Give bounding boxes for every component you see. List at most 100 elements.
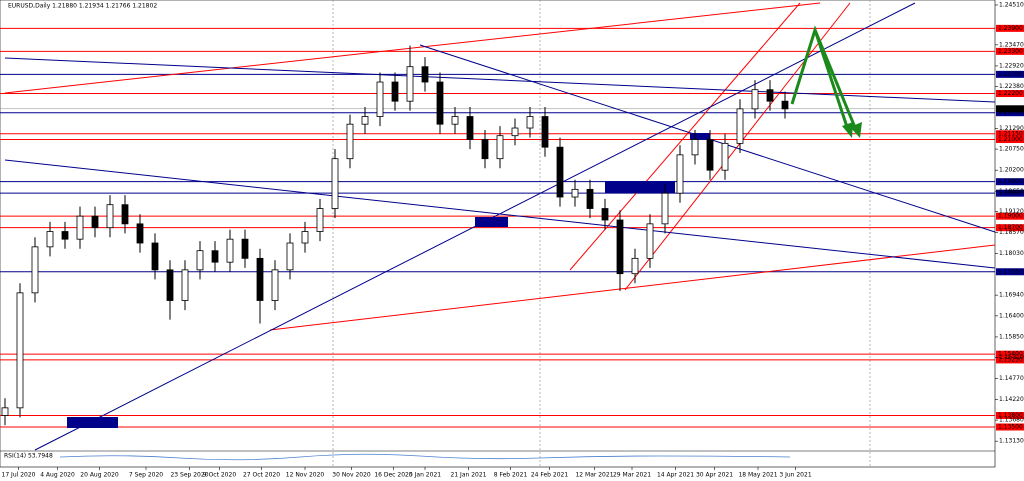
candle-body	[616, 219, 624, 275]
candle-body	[136, 223, 144, 244]
candle-body	[661, 192, 669, 225]
level-label: 1.21150	[998, 130, 1023, 137]
candle-body	[16, 292, 24, 409]
x-tick-label: 29 Mar 2021	[613, 472, 651, 479]
candle-body	[646, 223, 654, 259]
candle-body	[301, 231, 309, 244]
x-tick-label: 14 Apr 2021	[657, 472, 694, 479]
level-tag	[996, 130, 1024, 138]
y-tick-label: 1.16400	[999, 312, 1024, 319]
level-tag	[996, 109, 1024, 117]
y-tick-label: 1.20750	[999, 146, 1024, 153]
candle-body	[541, 116, 549, 148]
period-separators	[332, 0, 871, 467]
x-tick-label: 24 Feb 2021	[531, 472, 569, 479]
chart-title: EURUSD,Daily 1.21880 1.21934 1.21766 1.2…	[8, 3, 157, 10]
candle-body	[691, 139, 699, 156]
level-label: 1.15250	[998, 356, 1023, 363]
x-tick-label: 27 Oct 2020	[243, 472, 280, 479]
y-tick-label: 1.20200	[999, 167, 1024, 174]
level-label: 1.15400	[998, 351, 1023, 358]
x-tick-label: 18 May 2021	[738, 472, 777, 479]
level-label: 1.21000	[998, 136, 1023, 143]
candle-body	[181, 269, 189, 301]
y-tick-label: 1.19120	[999, 208, 1024, 215]
level-label: 1.17550	[998, 268, 1023, 275]
level-label: 1.19900	[998, 178, 1023, 185]
candle-body	[211, 250, 219, 263]
levels: 1.23900 1.23300 1.22700 1.22200 1.21700 1.211…	[0, 24, 1024, 431]
level-tag	[996, 189, 1024, 197]
indicator-line	[59, 453, 791, 461]
level-label: 1.19600	[998, 190, 1023, 197]
x-tick-label: 3 Jun 2021	[779, 472, 811, 479]
y-tick-label: 1.15310	[999, 354, 1024, 361]
x-tick-label: 7 Sep 2020	[129, 472, 163, 479]
y-tick-label: 1.21290	[999, 125, 1024, 132]
candle-body	[766, 89, 774, 102]
candle-body	[736, 108, 744, 144]
candle-body	[721, 142, 729, 171]
y-tick-label: 1.15850	[999, 333, 1024, 340]
candle-body	[286, 242, 294, 271]
candle-body	[676, 154, 684, 194]
x-tick-label: 23 Sep 2020	[170, 472, 208, 479]
y-tick-label: 1.22380	[999, 83, 1024, 90]
level-label: 1.23300	[998, 48, 1023, 55]
indicator-title: RSI(14) 53.7948	[4, 453, 53, 460]
x-tick-label: 12 Nov 2020	[286, 472, 325, 479]
candle-body	[271, 269, 279, 301]
level-label: 1.21700	[998, 109, 1023, 116]
level-label: 1.19000	[998, 213, 1023, 220]
level-tag	[996, 24, 1024, 32]
y-tick-label: 1.18030	[999, 250, 1024, 257]
candle-body	[106, 204, 114, 229]
candle-body	[481, 139, 489, 160]
x-tick-label: 16 Dec 2020	[374, 472, 413, 479]
level-label: 1.23900	[998, 25, 1023, 32]
candle-body	[226, 238, 234, 263]
candle-body	[331, 158, 339, 209]
candle-body	[31, 246, 39, 294]
candle-body	[586, 188, 594, 209]
y-tick-label: 1.18570	[999, 229, 1024, 236]
level-tag	[996, 136, 1024, 144]
level-tag	[996, 212, 1024, 220]
candle-body	[706, 139, 714, 171]
candle-body	[241, 238, 249, 259]
level-tag	[996, 423, 1024, 431]
candle-body	[571, 188, 579, 198]
candle-body	[346, 123, 354, 160]
level-tag	[996, 178, 1024, 186]
candle-body	[601, 208, 609, 221]
level-tag	[996, 70, 1024, 78]
candle-body	[151, 242, 159, 271]
x-tick-label: 4 Aug 2020	[40, 472, 75, 479]
level-tag	[996, 350, 1024, 358]
y-tick-label: 1.13130	[999, 438, 1024, 445]
level-label: 1.18700	[998, 224, 1023, 231]
x-tick-label: 30 Apr 2021	[696, 472, 733, 479]
level-label: 1.22200	[998, 90, 1023, 97]
y-tick-label: 1.14220	[999, 396, 1024, 403]
candle-body	[511, 127, 519, 137]
candle-body	[376, 81, 384, 117]
x-tick-label: 30 Nov 2020	[332, 472, 371, 479]
x-tick-label: 17 Jul 2020	[2, 472, 36, 479]
y-tick-label: 1.24510	[999, 1, 1024, 8]
candle-body	[316, 208, 324, 232]
candle-body	[556, 146, 564, 198]
candle-body	[496, 135, 504, 160]
level-tag	[996, 356, 1024, 364]
candle-body	[1, 407, 9, 416]
level-tag	[996, 224, 1024, 232]
candle-body	[91, 215, 99, 229]
candle-body	[751, 89, 759, 110]
candle-body	[46, 231, 54, 248]
zones	[67, 133, 710, 428]
x-tick-label: 9 Oct 2020	[203, 472, 236, 479]
level-tag	[996, 412, 1024, 420]
bid-tag	[996, 105, 1024, 113]
candle-body	[436, 81, 444, 125]
